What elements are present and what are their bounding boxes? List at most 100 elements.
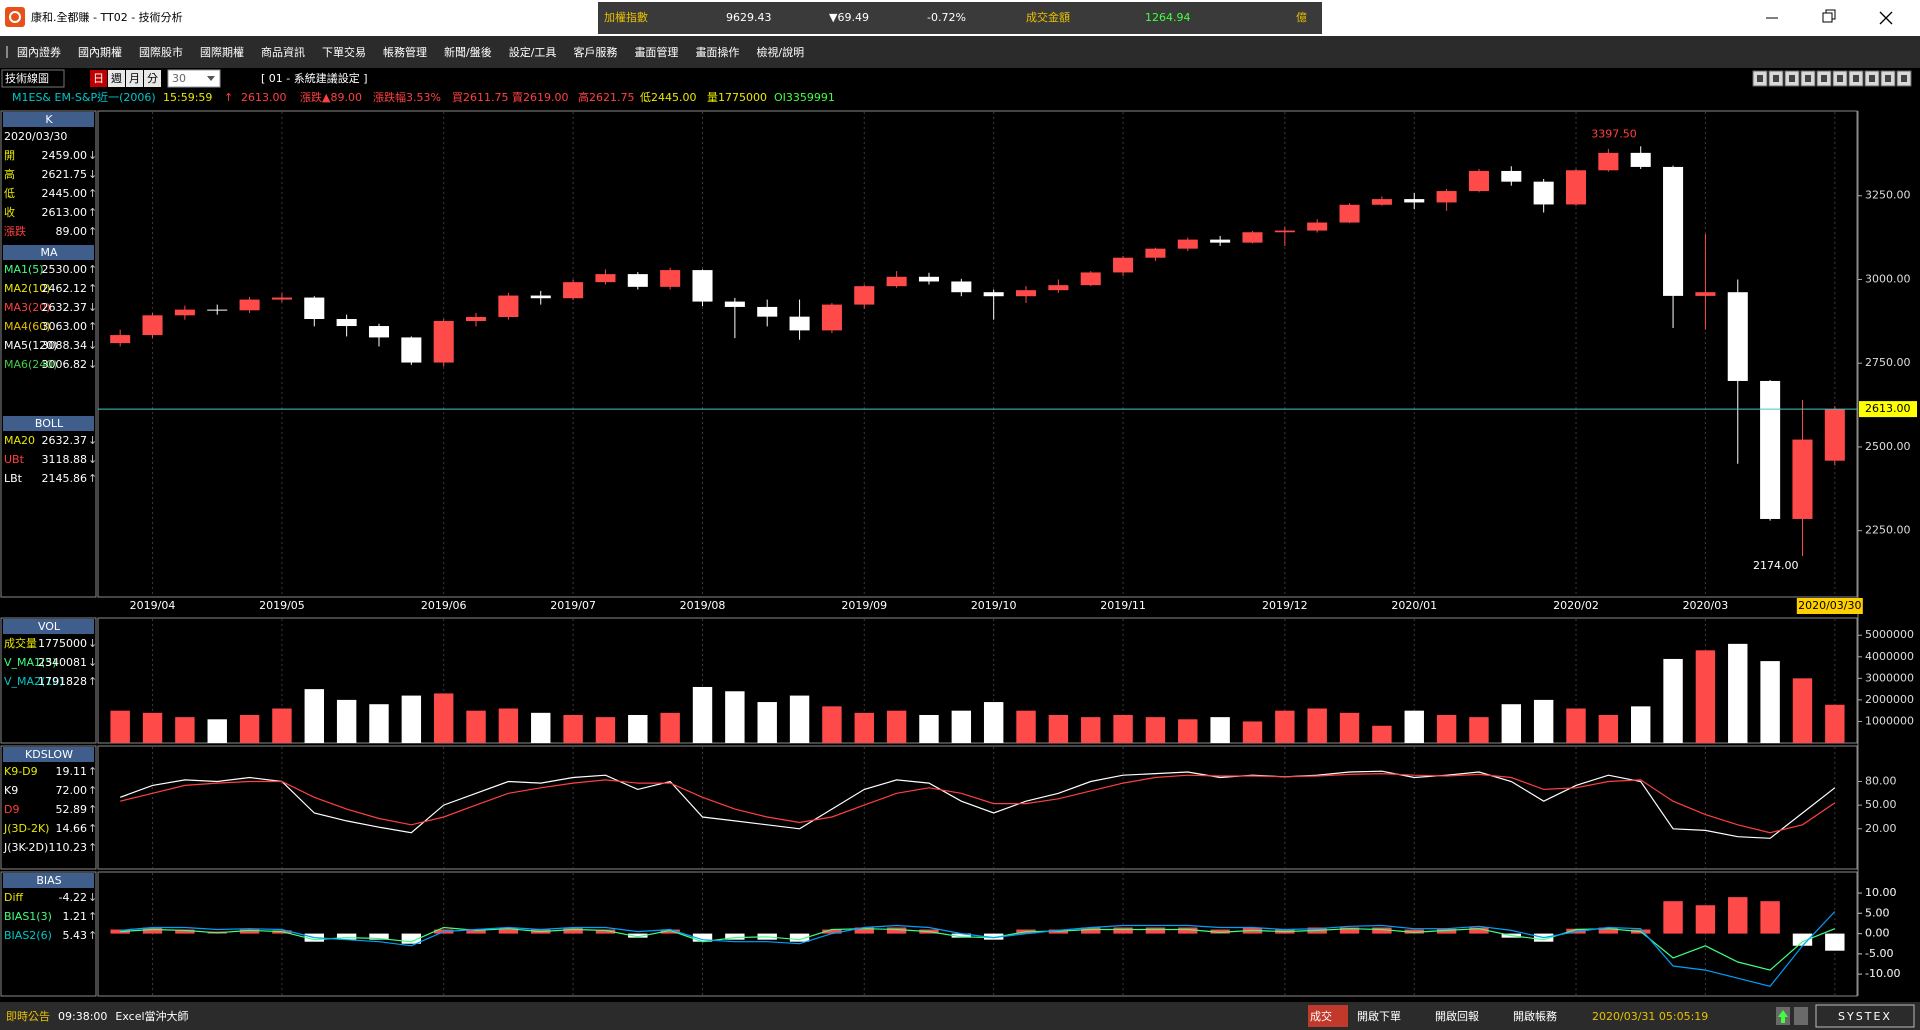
period-tab[interactable]: 分 xyxy=(147,72,158,85)
last-price-label: 2613.00 xyxy=(1865,402,1911,415)
status-icon-arrow xyxy=(1778,1010,1788,1023)
quote-info: 漲跌幅3.53% xyxy=(373,90,441,104)
extreme-annotation: 3397.50 xyxy=(1591,127,1637,140)
volume-bar xyxy=(822,706,842,743)
candle-body xyxy=(1339,204,1360,223)
bias-bar xyxy=(1178,927,1198,934)
status-button[interactable]: 開啟帳務 xyxy=(1513,1009,1557,1023)
volume-bar xyxy=(1048,714,1069,743)
menu-item[interactable]: 國際期權 xyxy=(200,46,244,59)
row-value: 5.43 xyxy=(63,929,88,942)
row-label: BIAS2(6) xyxy=(4,929,52,942)
side-panel-frame xyxy=(0,745,97,870)
restore-button[interactable] xyxy=(1822,12,1833,23)
row-value: 1791828 xyxy=(38,675,87,688)
ticker-item: -0.72% xyxy=(927,11,966,24)
y-tick-label: 3000000 xyxy=(1865,671,1914,684)
volume-bar xyxy=(110,710,130,743)
ticker-item: 億 xyxy=(1296,11,1307,24)
window-title: 康和.全都賺 - TT02 - 技術分析 xyxy=(31,10,183,24)
row-direction: ↓ xyxy=(88,434,97,447)
volume-bar xyxy=(369,704,389,743)
row-label: MA1(5) xyxy=(4,263,44,276)
candle-body xyxy=(1598,152,1619,171)
menu-item[interactable]: 商品資訊 xyxy=(261,45,305,59)
restore-button-back xyxy=(1825,9,1836,20)
panel-frame xyxy=(97,110,1858,598)
row-direction: ↓ xyxy=(88,891,97,904)
row-label: 成交量 xyxy=(4,636,37,650)
candle-body xyxy=(789,316,810,331)
menu-item[interactable]: 新聞/盤後 xyxy=(444,45,492,59)
row-direction: ↑ xyxy=(88,472,97,485)
tool-icon-glyph xyxy=(1901,75,1907,82)
candle-body xyxy=(142,315,163,336)
menu-item[interactable]: 檢視/說明 xyxy=(756,45,804,59)
candle-body xyxy=(1630,152,1651,167)
volume-bar xyxy=(142,712,163,743)
close-button[interactable] xyxy=(1879,11,1893,25)
row-value: 2621.75 xyxy=(42,168,88,181)
bias-bar xyxy=(1339,927,1360,934)
x-tick-label: 2019/08 xyxy=(680,599,726,612)
last-price-box xyxy=(1859,401,1917,418)
candle-body xyxy=(1695,292,1716,296)
candle-body xyxy=(1210,239,1231,243)
volume-bar xyxy=(1081,717,1101,743)
menu-item[interactable]: 客戶服務 xyxy=(573,45,617,59)
volume-bar xyxy=(272,708,292,743)
count-dropdown[interactable] xyxy=(167,69,221,88)
volume-bar xyxy=(1178,719,1198,743)
period-tab[interactable]: 週 xyxy=(111,71,122,85)
period-tab-bg xyxy=(144,70,161,87)
bias-bar xyxy=(369,933,389,940)
bias-bar xyxy=(789,933,810,942)
y-tick-label: 0.00 xyxy=(1865,927,1890,940)
status-button[interactable]: 開啟回報 xyxy=(1435,1010,1479,1023)
indicator-line xyxy=(119,770,1836,839)
volume-bar xyxy=(1016,710,1036,743)
section-title: MA xyxy=(40,246,57,259)
row-value: 2145.86 xyxy=(42,472,88,485)
row-direction: ↑ xyxy=(88,929,97,942)
status-button[interactable]: 開啟下單 xyxy=(1357,1010,1401,1023)
extreme-annotation: 2174.00 xyxy=(1753,559,1799,572)
tool-icon-glyph xyxy=(1789,75,1795,82)
period-tab[interactable]: 日 xyxy=(93,72,104,85)
x-tick-label: 2019/05 xyxy=(259,599,305,612)
bias-bar xyxy=(660,929,680,934)
row-value: 3063.00 xyxy=(42,320,88,333)
candle-body xyxy=(951,281,972,293)
section-header xyxy=(3,619,94,634)
setting-name[interactable]: [ 01 - 系統建議設定 ] xyxy=(261,71,368,85)
menu-item[interactable]: 畫面操作 xyxy=(695,45,739,59)
menu-item[interactable]: 國內證券 xyxy=(17,45,61,59)
candle-body xyxy=(724,301,745,307)
quote-info: 低2445.00 xyxy=(640,90,697,104)
row-direction: ↑ xyxy=(88,841,97,854)
row-label: MA6(240) xyxy=(4,358,58,371)
status-button[interactable]: 成交 xyxy=(1310,1009,1332,1023)
menu-item[interactable]: 帳務管理 xyxy=(383,45,427,59)
bias-bar xyxy=(1792,933,1813,946)
volume-bar xyxy=(1631,706,1651,743)
menu-item[interactable]: 畫面管理 xyxy=(634,45,678,59)
y-tick-label: 1000000 xyxy=(1865,714,1914,727)
dropdown-arrow xyxy=(207,76,215,81)
bias-bar xyxy=(1760,901,1780,934)
row-direction: ↓ xyxy=(88,301,97,314)
menu-item[interactable]: 國內期權 xyxy=(78,46,122,59)
row-value: 2632.37 xyxy=(42,301,88,314)
candle-body xyxy=(401,337,422,363)
menu-item[interactable]: 設定/工具 xyxy=(509,45,557,59)
app-logo xyxy=(5,7,25,27)
menu-item[interactable]: 下單交易 xyxy=(322,45,366,59)
volume-bar xyxy=(1792,678,1813,743)
row-direction: ↑ xyxy=(88,822,97,835)
volume-bar xyxy=(660,712,680,743)
period-tab[interactable]: 月 xyxy=(129,72,140,85)
row-label: 漲跌 xyxy=(4,224,26,238)
menu-item[interactable]: 國際股市 xyxy=(139,45,183,59)
